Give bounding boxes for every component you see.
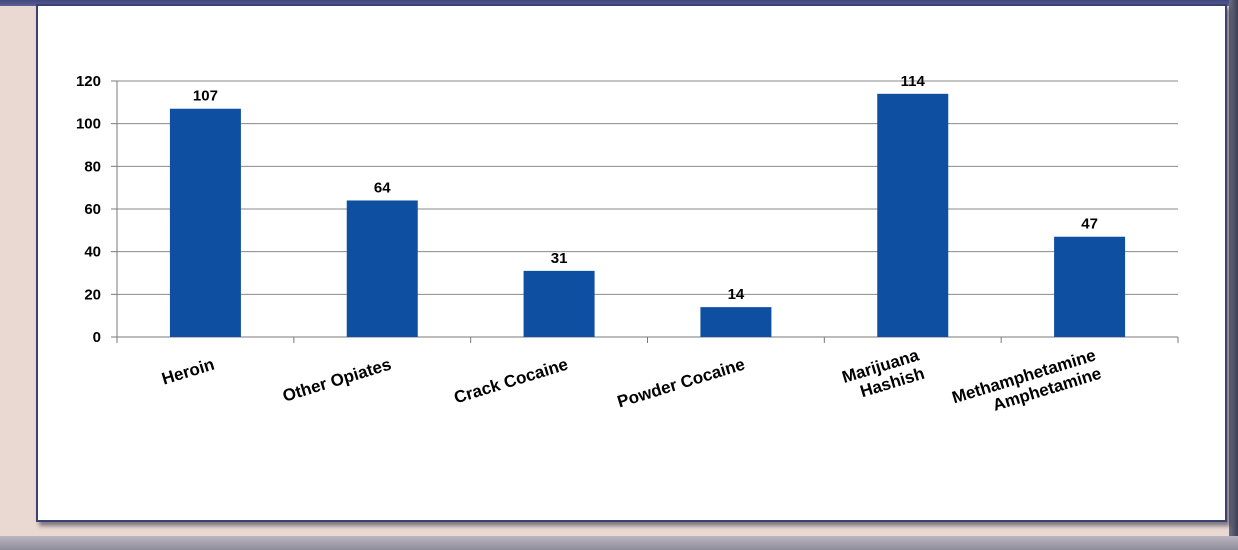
y-tick-label: 20 <box>84 286 101 303</box>
x-category-label: Other Opiates <box>280 355 393 406</box>
data-label: 47 <box>1081 216 1098 233</box>
data-label: 114 <box>901 73 926 90</box>
x-category-label: Crack Cocaine <box>452 355 571 408</box>
y-tick-label: 120 <box>76 73 101 90</box>
y-tick-label: 0 <box>93 329 101 346</box>
data-label: 14 <box>728 286 745 303</box>
bar <box>523 270 595 337</box>
axes <box>111 80 1179 343</box>
data-label: 107 <box>193 88 218 105</box>
x-category-label: Heroin <box>160 355 217 389</box>
x-category-label-line: Other Opiates <box>280 355 393 406</box>
bar <box>346 200 418 337</box>
x-category-label: Powder Cocaine <box>615 355 747 412</box>
bar <box>877 93 949 337</box>
bar <box>700 307 772 337</box>
x-category-label-line: Powder Cocaine <box>615 355 747 412</box>
y-tick-label: 40 <box>84 244 101 261</box>
x-category-label-line: Crack Cocaine <box>452 355 571 408</box>
bar <box>169 108 241 337</box>
x-category-labels: Heroin Other Opiates Crack Cocaine Powder C… <box>160 345 1104 415</box>
window-bottom-border <box>0 536 1238 550</box>
data-labels: 107 64 31 14 114 47 <box>193 73 1098 303</box>
y-tick-label: 80 <box>84 158 101 175</box>
y-tick-labels: 0 20 40 60 80 100 120 <box>76 73 101 346</box>
gridlines <box>117 80 1178 295</box>
y-tick-label: 60 <box>84 201 101 218</box>
bars <box>169 93 1126 337</box>
window-top-border <box>0 0 1238 6</box>
data-label: 64 <box>374 179 391 196</box>
bar <box>1054 236 1126 337</box>
x-category-label-line: Heroin <box>160 355 217 389</box>
window-right-border <box>1229 0 1238 550</box>
y-tick-label: 100 <box>76 116 101 133</box>
data-label: 31 <box>551 250 568 267</box>
